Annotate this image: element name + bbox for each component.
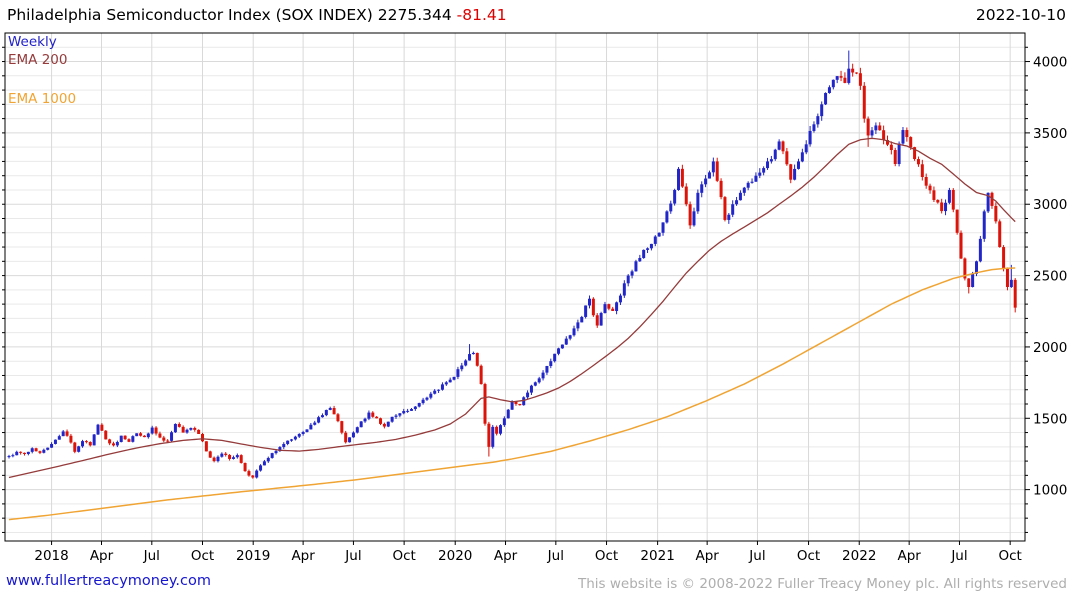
legend-weekly: Weekly (8, 34, 57, 50)
footer-site-link[interactable]: www.fullertreacymoney.com (6, 573, 211, 589)
svg-text:Apr: Apr (695, 548, 719, 564)
svg-text:3000: 3000 (1033, 197, 1067, 213)
price-change: -81.41 (456, 6, 507, 24)
svg-text:1500: 1500 (1033, 411, 1067, 427)
index-name: Philadelphia Semiconductor Index (SOX IN… (7, 6, 373, 24)
svg-text:Oct: Oct (595, 548, 618, 564)
svg-text:2021: 2021 (640, 548, 674, 564)
last-price: 2275.344 (377, 6, 452, 24)
svg-text:2022: 2022 (842, 548, 876, 564)
page-title: Philadelphia Semiconductor Index (SOX IN… (7, 6, 507, 24)
svg-text:2019: 2019 (236, 548, 270, 564)
svg-text:Jul: Jul (143, 548, 160, 564)
legend-ema-200: EMA 200 (8, 52, 68, 68)
svg-text:Jul: Jul (344, 548, 361, 564)
svg-text:1000: 1000 (1033, 483, 1067, 499)
legend-ema-1000: EMA 1000 (8, 91, 77, 107)
svg-text:Apr: Apr (897, 548, 921, 564)
svg-text:3500: 3500 (1033, 126, 1067, 142)
svg-text:Jul: Jul (748, 548, 765, 564)
svg-text:Oct: Oct (797, 548, 820, 564)
svg-text:Jul: Jul (547, 548, 564, 564)
svg-text:Oct: Oct (191, 548, 214, 564)
svg-text:Oct: Oct (392, 548, 415, 564)
svg-text:2500: 2500 (1033, 269, 1067, 285)
svg-text:Apr: Apr (494, 548, 518, 564)
svg-text:2018: 2018 (34, 548, 68, 564)
svg-text:2000: 2000 (1033, 340, 1067, 356)
svg-text:Apr: Apr (90, 548, 114, 564)
svg-text:4000: 4000 (1033, 55, 1067, 71)
svg-text:2020: 2020 (438, 548, 472, 564)
footer-copyright: This website is © 2008-2022 Fuller Treac… (578, 576, 1067, 592)
svg-text:Apr: Apr (291, 548, 315, 564)
svg-text:Jul: Jul (950, 548, 967, 564)
chart-date: 2022-10-10 (975, 6, 1066, 24)
svg-text:Oct: Oct (998, 548, 1021, 564)
